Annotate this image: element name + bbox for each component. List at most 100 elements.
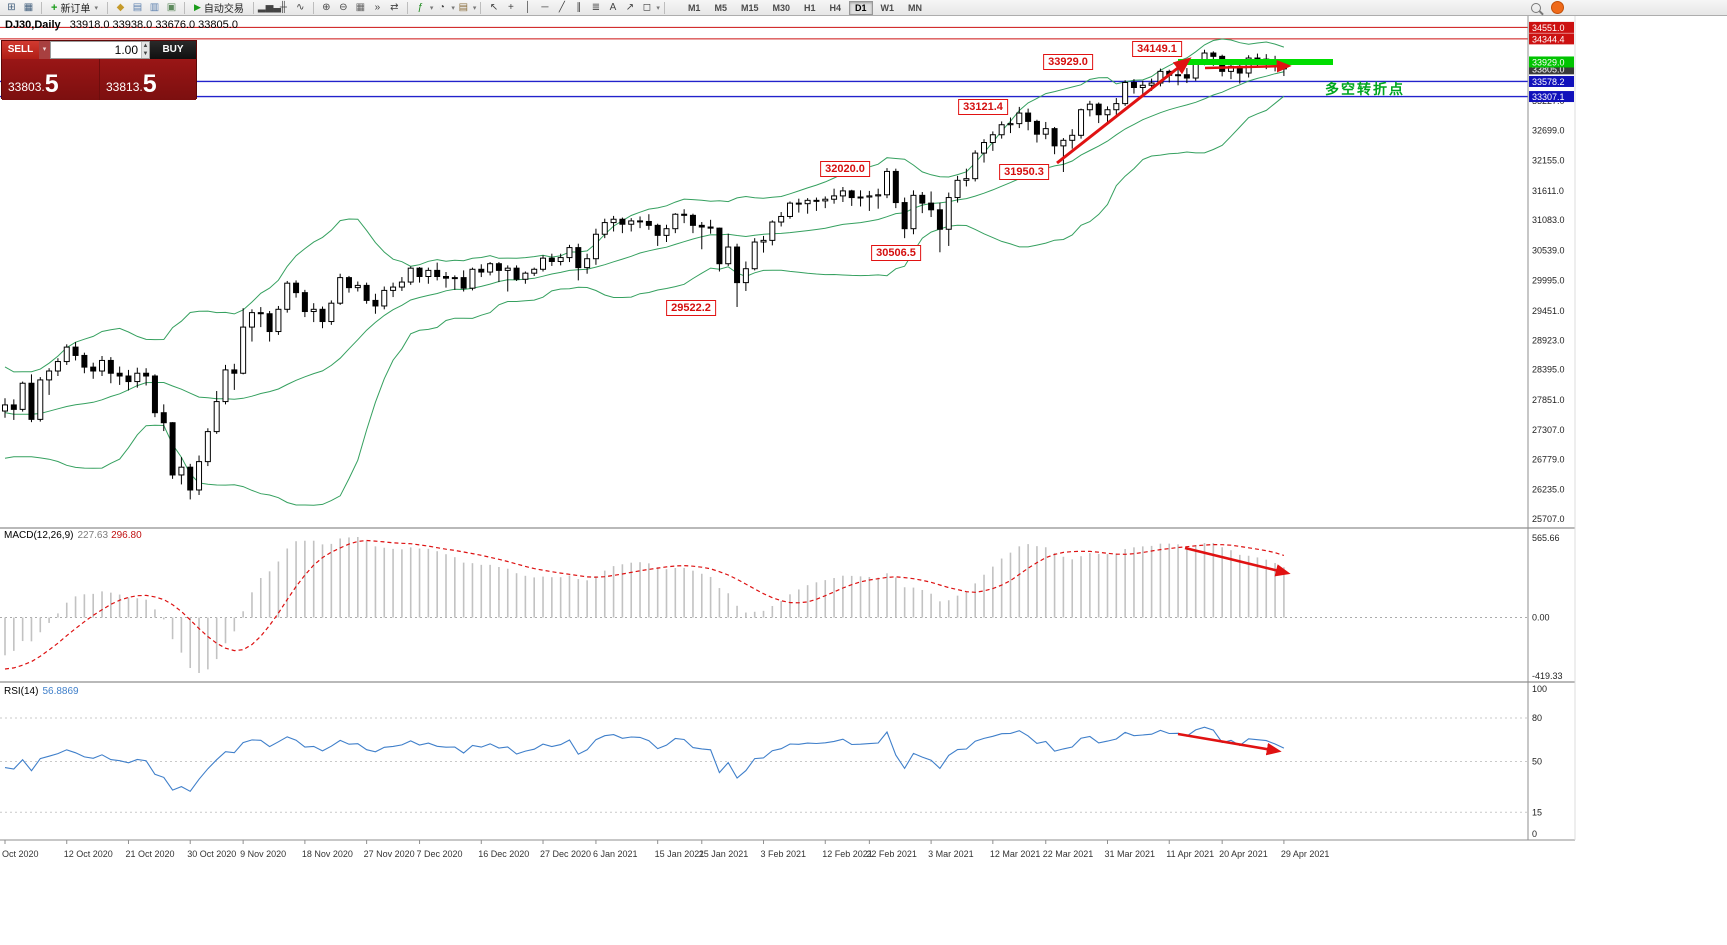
toolbar-separator xyxy=(252,1,254,14)
timeframe-h1[interactable]: H1 xyxy=(804,2,816,13)
templates-icon[interactable]: ▤ xyxy=(458,1,469,13)
price-callout[interactable]: 33929.0 xyxy=(1043,54,1093,70)
chart-canvas[interactable]: 565.66 0.00 -419.33 100 80 50 15 0 Oct 2020 12 Oc… xyxy=(0,16,1727,945)
buy-button[interactable]: BUY xyxy=(150,41,196,59)
svg-text:15: 15 xyxy=(1532,807,1542,817)
sell-button[interactable]: SELL xyxy=(2,41,39,59)
svg-text:12 Mar 2021: 12 Mar 2021 xyxy=(990,849,1041,859)
cursor-icon[interactable]: ↖ xyxy=(489,1,499,13)
svg-text:0: 0 xyxy=(1532,829,1537,839)
svg-text:25 Jan 2021: 25 Jan 2021 xyxy=(699,849,749,859)
data-window-icon[interactable]: ▤ xyxy=(132,1,143,13)
timeframe-m5[interactable]: M5 xyxy=(714,2,727,13)
trade-options-dropdown[interactable]: ▾ xyxy=(39,41,50,59)
price-callout[interactable]: 30506.5 xyxy=(871,245,921,261)
price-callout[interactable]: 33121.4 xyxy=(958,99,1008,115)
shapes-icon[interactable]: ◻ xyxy=(642,1,652,13)
sell-price[interactable]: 33803. 5 xyxy=(8,70,59,98)
buy-price[interactable]: 33813. 5 xyxy=(99,59,196,100)
terminal-icon[interactable]: ▣ xyxy=(166,1,177,13)
candlesticks-icon[interactable]: ╫ xyxy=(279,1,287,13)
svg-text:22 Mar 2021: 22 Mar 2021 xyxy=(1043,849,1094,859)
svg-text:15 Jan 2021: 15 Jan 2021 xyxy=(655,849,705,859)
text-label-icon[interactable]: A xyxy=(609,1,617,13)
svg-text:28923.0: 28923.0 xyxy=(1532,335,1565,345)
vertical-line-icon[interactable]: │ xyxy=(524,1,532,13)
indicators-icon[interactable]: ƒ xyxy=(417,1,424,13)
trendline-icon[interactable]: ╱ xyxy=(558,1,565,13)
crosshair-icon[interactable]: + xyxy=(508,1,514,13)
chart-shift-icon[interactable]: ⇄ xyxy=(390,1,399,13)
price-callout[interactable]: 32020.0 xyxy=(820,161,870,177)
timeframe-d1[interactable]: D1 xyxy=(849,0,873,15)
toolbar-separator xyxy=(480,1,482,14)
rsi-indicator-label: RSI(14) 56.8869 xyxy=(4,686,79,697)
tile-windows-icon[interactable]: ▦ xyxy=(355,1,366,13)
price-callout[interactable]: 31950.3 xyxy=(999,164,1049,180)
svg-text:29 Apr 2021: 29 Apr 2021 xyxy=(1281,849,1330,859)
svg-text:3 Mar 2021: 3 Mar 2021 xyxy=(928,849,974,859)
channel-icon[interactable]: ∥ xyxy=(576,1,582,13)
svg-text:29995.0: 29995.0 xyxy=(1532,276,1565,286)
volume-up-button[interactable]: ▲ xyxy=(141,42,149,50)
notifications-badge[interactable] xyxy=(1551,1,1564,14)
svg-text:34344.4: 34344.4 xyxy=(1532,34,1565,44)
volume-box: ▲ ▼ xyxy=(50,41,150,59)
svg-text:33929.0: 33929.0 xyxy=(1532,57,1565,67)
svg-text:20 Apr 2021: 20 Apr 2021 xyxy=(1219,849,1268,859)
svg-text:32155.0: 32155.0 xyxy=(1532,156,1565,166)
svg-text:16 Dec 2020: 16 Dec 2020 xyxy=(478,849,529,859)
price-callout[interactable]: 34149.1 xyxy=(1132,41,1182,57)
timeframe-w1[interactable]: W1 xyxy=(880,2,895,13)
toolbar-separator xyxy=(406,1,408,14)
toolbar-right xyxy=(1531,1,1724,14)
svg-text:33307.1: 33307.1 xyxy=(1532,92,1565,102)
svg-text:27 Nov 2020: 27 Nov 2020 xyxy=(364,849,415,859)
volume-down-button[interactable]: ▼ xyxy=(141,50,149,58)
zoom-in-icon[interactable]: ⊕ xyxy=(322,1,331,13)
svg-text:11 Apr 2021: 11 Apr 2021 xyxy=(1166,849,1214,859)
shapes-dropdown[interactable]: ▾ xyxy=(656,4,660,12)
horizontal-line-icon[interactable]: ─ xyxy=(541,1,549,13)
svg-text:28395.0: 28395.0 xyxy=(1532,365,1565,375)
profiles-icon[interactable]: ▦ xyxy=(23,1,34,13)
market-watch-icon[interactable]: ◆ xyxy=(116,1,125,13)
zoom-out-icon[interactable]: ⊖ xyxy=(339,1,348,13)
bar-chart-icon[interactable]: ▂▅▃ xyxy=(257,1,281,13)
svg-text:33578.2: 33578.2 xyxy=(1532,77,1565,87)
autotrading-button[interactable]: ▶ 自动交易 xyxy=(193,2,244,15)
periods-dropdown[interactable]: ▾ xyxy=(451,4,455,12)
periods-icon[interactable]: ◔ xyxy=(438,1,445,13)
timeframe-mn[interactable]: MN xyxy=(908,2,923,13)
toolbar-separator xyxy=(183,1,185,14)
volume-input[interactable] xyxy=(51,42,141,58)
arrow-tool-icon[interactable]: ↗ xyxy=(625,1,635,13)
search-icon[interactable] xyxy=(1531,2,1541,13)
svg-text:3 Feb 2021: 3 Feb 2021 xyxy=(761,849,807,859)
svg-text:7 Dec 2020: 7 Dec 2020 xyxy=(417,849,463,859)
svg-text:34551.0: 34551.0 xyxy=(1532,23,1565,33)
timeframe-h4[interactable]: H4 xyxy=(829,2,842,13)
timeframe-toolbar: M1 M5 M15 M30 H1 H4 D1 W1 MN xyxy=(681,0,929,15)
new-order-button[interactable]: + 新订单 ▾ xyxy=(51,1,98,16)
auto-scroll-icon[interactable]: » xyxy=(374,1,381,13)
templates-dropdown[interactable]: ▾ xyxy=(472,4,477,12)
bull-bear-turning-point-label[interactable]: 多空转折点 xyxy=(1325,81,1405,97)
timeframe-m15[interactable]: M15 xyxy=(740,2,759,13)
svg-text:565.66: 565.66 xyxy=(1532,533,1560,543)
svg-text:26235.0: 26235.0 xyxy=(1532,485,1565,495)
chart-overlays: 33929.0 34149.1 33121.4 32020.0 31950.3 30506… xyxy=(0,16,1727,945)
svg-text:27851.0: 27851.0 xyxy=(1532,395,1565,405)
svg-text:0.00: 0.00 xyxy=(1532,613,1550,623)
timeframe-m1[interactable]: M1 xyxy=(687,2,701,13)
indicators-dropdown[interactable]: ▾ xyxy=(429,4,434,12)
new-chart-icon[interactable]: ⊞ xyxy=(7,1,16,13)
line-chart-icon[interactable]: ∿ xyxy=(296,1,305,13)
price-callout[interactable]: 29522.2 xyxy=(666,300,716,316)
svg-text:29451.0: 29451.0 xyxy=(1532,306,1565,316)
svg-text:12 Oct 2020: 12 Oct 2020 xyxy=(64,849,113,859)
fibonacci-icon[interactable]: ≣ xyxy=(591,1,601,13)
navigator-icon[interactable]: ▥ xyxy=(149,1,160,13)
timeframe-m30[interactable]: M30 xyxy=(772,2,790,13)
